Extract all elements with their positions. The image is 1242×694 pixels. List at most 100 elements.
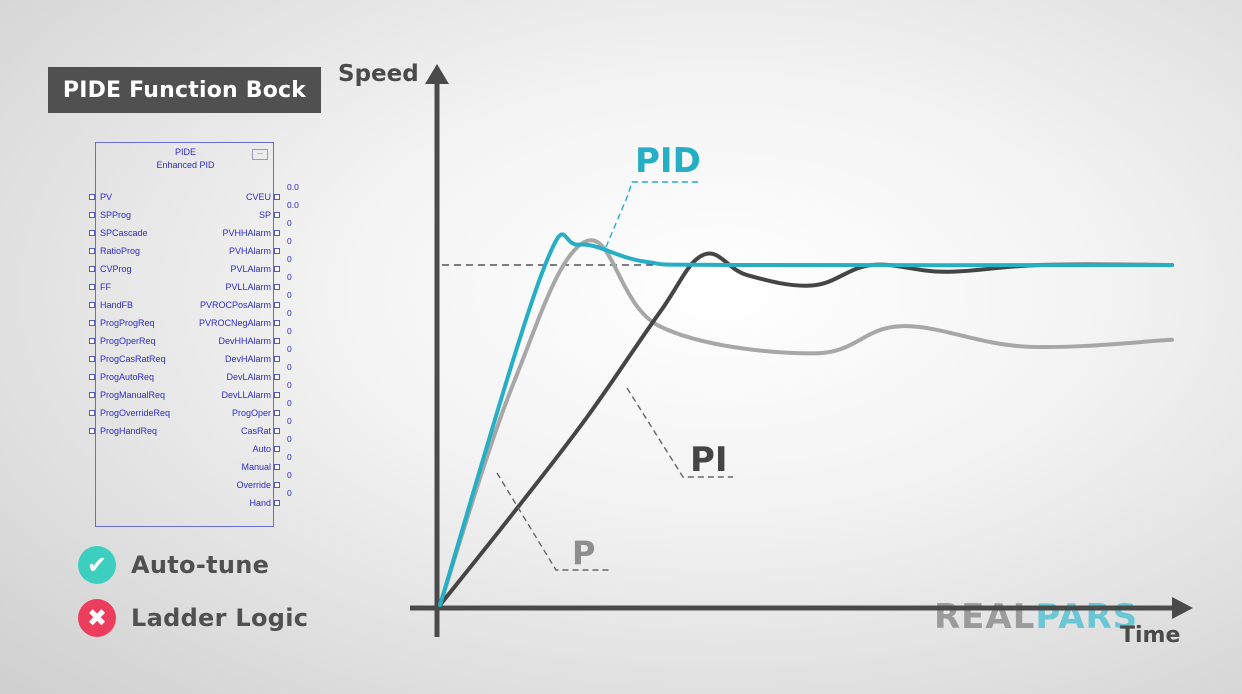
pin-connector[interactable] bbox=[274, 320, 280, 326]
output-pin-pvlalarm[interactable]: PVLAlarm bbox=[230, 263, 280, 275]
input-pin-progoperreq[interactable]: ProgOperReq bbox=[89, 335, 156, 347]
pin-label: RatioProg bbox=[100, 246, 141, 256]
pin-connector[interactable] bbox=[274, 356, 280, 362]
output-pin-pvrocposalarm[interactable]: PVROCPosAlarm bbox=[200, 299, 280, 311]
output-pin-manual[interactable]: Manual bbox=[241, 461, 280, 473]
output-value: 0 bbox=[287, 470, 292, 480]
input-pin-spprog[interactable]: SPProg bbox=[89, 209, 131, 221]
output-pin-pvhhalarm[interactable]: PVHHAlarm bbox=[222, 227, 280, 239]
pin-connector[interactable] bbox=[89, 284, 95, 290]
pin-label: PVHHAlarm bbox=[222, 228, 271, 238]
pin-connector[interactable] bbox=[274, 374, 280, 380]
pin-connector[interactable] bbox=[89, 230, 95, 236]
input-pin-progmanualreq[interactable]: ProgManualReq bbox=[89, 389, 165, 401]
pin-connector[interactable] bbox=[274, 500, 280, 506]
pin-connector[interactable] bbox=[89, 428, 95, 434]
pin-connector[interactable] bbox=[274, 338, 280, 344]
pin-connector[interactable] bbox=[89, 194, 95, 200]
pin-connector[interactable] bbox=[274, 248, 280, 254]
output-value: 0 bbox=[287, 416, 292, 426]
pin-connector[interactable] bbox=[89, 374, 95, 380]
input-pin-progoverridereq[interactable]: ProgOverrideReq bbox=[89, 407, 170, 419]
input-pin-spcascade[interactable]: SPCascade bbox=[89, 227, 148, 239]
pin-connector[interactable] bbox=[89, 338, 95, 344]
block-description: Enhanced PID bbox=[156, 160, 215, 170]
watermark-part: REAL bbox=[934, 597, 1035, 637]
pin-connector[interactable] bbox=[89, 356, 95, 362]
cross-icon: ✖ bbox=[78, 599, 116, 637]
output-pin-devhalarm[interactable]: DevHAlarm bbox=[225, 353, 280, 365]
pin-label: ProgManualReq bbox=[100, 390, 166, 400]
watermark-logo: REALPARS bbox=[934, 597, 1138, 637]
pin-label: DevLLAlarm bbox=[221, 390, 271, 400]
output-pin-casrat[interactable]: CasRat bbox=[241, 425, 280, 437]
series-line-p bbox=[438, 238, 1174, 607]
pin-label: PVROCPosAlarm bbox=[199, 300, 271, 310]
output-pin-sp[interactable]: SP bbox=[259, 209, 280, 221]
pin-connector[interactable] bbox=[274, 194, 280, 200]
pin-label: Manual bbox=[241, 462, 271, 472]
pin-label: HandFB bbox=[100, 300, 134, 310]
output-pin-auto[interactable]: Auto bbox=[252, 443, 280, 455]
pin-connector[interactable] bbox=[89, 266, 95, 272]
pin-connector[interactable] bbox=[274, 302, 280, 308]
output-value: 0 bbox=[287, 434, 292, 444]
output-value: 0 bbox=[287, 362, 292, 372]
pin-label: Override bbox=[236, 480, 271, 490]
callout-leader-pi bbox=[626, 387, 733, 478]
output-pin-pvllalarm[interactable]: PVLLAlarm bbox=[225, 281, 280, 293]
input-pin-cvprog[interactable]: CVProg bbox=[89, 263, 132, 275]
pin-connector[interactable] bbox=[274, 482, 280, 488]
output-pin-hand[interactable]: Hand bbox=[249, 497, 280, 509]
input-pin-ff[interactable]: FF bbox=[89, 281, 111, 293]
pin-connector[interactable] bbox=[274, 446, 280, 452]
block-name: PIDE bbox=[174, 147, 196, 157]
pin-connector[interactable] bbox=[89, 320, 95, 326]
input-pin-handfb[interactable]: HandFB bbox=[89, 299, 133, 311]
input-pin-pv[interactable]: PV bbox=[89, 191, 112, 203]
input-pin-progcasratreq[interactable]: ProgCasRatReq bbox=[89, 353, 166, 365]
pin-label: PVROCNegAlarm bbox=[198, 318, 271, 328]
output-pin-override[interactable]: Override bbox=[236, 479, 280, 491]
pin-label: ProgProgReq bbox=[100, 318, 155, 328]
pin-connector[interactable] bbox=[274, 428, 280, 434]
pin-connector[interactable] bbox=[89, 212, 95, 218]
pin-connector[interactable] bbox=[89, 248, 95, 254]
output-pin-cveu[interactable]: CVEU bbox=[246, 191, 280, 203]
output-value: 0 bbox=[287, 308, 292, 318]
pin-connector[interactable] bbox=[274, 284, 280, 290]
block-menu-button[interactable]: ... bbox=[252, 149, 268, 160]
output-value: 0 bbox=[287, 344, 292, 354]
pin-connector[interactable] bbox=[89, 392, 95, 398]
input-pin-proghandreq[interactable]: ProgHandReq bbox=[89, 425, 157, 437]
output-pin-devhhalarm[interactable]: DevHHAlarm bbox=[218, 335, 280, 347]
pin-connector[interactable] bbox=[274, 230, 280, 236]
input-pin-progautoreq[interactable]: ProgAutoReq bbox=[89, 371, 154, 383]
output-pin-devllalarm[interactable]: DevLLAlarm bbox=[221, 389, 280, 401]
pide-function-block[interactable]: PIDE Enhanced PID ... PV SPProg SPCascade R… bbox=[89, 142, 299, 527]
pin-label: DevHAlarm bbox=[224, 354, 271, 364]
chart-axes bbox=[410, 64, 1193, 637]
pin-connector[interactable] bbox=[274, 212, 280, 218]
pin-connector[interactable] bbox=[274, 392, 280, 398]
pin-connector[interactable] bbox=[274, 464, 280, 470]
pin-label: ProgOperReq bbox=[100, 336, 156, 346]
pin-connector[interactable] bbox=[89, 302, 95, 308]
output-pin-pvrocnegalarm[interactable]: PVROCNegAlarm bbox=[199, 317, 280, 329]
pin-connector[interactable] bbox=[274, 410, 280, 416]
output-value: 0 bbox=[287, 488, 292, 498]
pin-connector[interactable] bbox=[274, 266, 280, 272]
output-pin-devlalarm[interactable]: DevLAlarm bbox=[226, 371, 280, 383]
y-axis-label: Speed bbox=[338, 61, 419, 87]
input-pin-progprogreq[interactable]: ProgProgReq bbox=[89, 317, 155, 329]
callout-leader-pid bbox=[605, 181, 700, 248]
input-pin-ratioprog[interactable]: RatioProg bbox=[89, 245, 140, 257]
output-pin-progoper[interactable]: ProgOper bbox=[232, 407, 280, 419]
output-value: 0.0 bbox=[287, 200, 299, 210]
pin-label: FF bbox=[100, 282, 111, 292]
pin-label: ProgOverrideReq bbox=[100, 408, 171, 418]
x-axis-label: Time bbox=[1120, 623, 1180, 648]
pin-connector[interactable] bbox=[89, 410, 95, 416]
output-pin-pvhalarm[interactable]: PVHAlarm bbox=[229, 245, 280, 257]
